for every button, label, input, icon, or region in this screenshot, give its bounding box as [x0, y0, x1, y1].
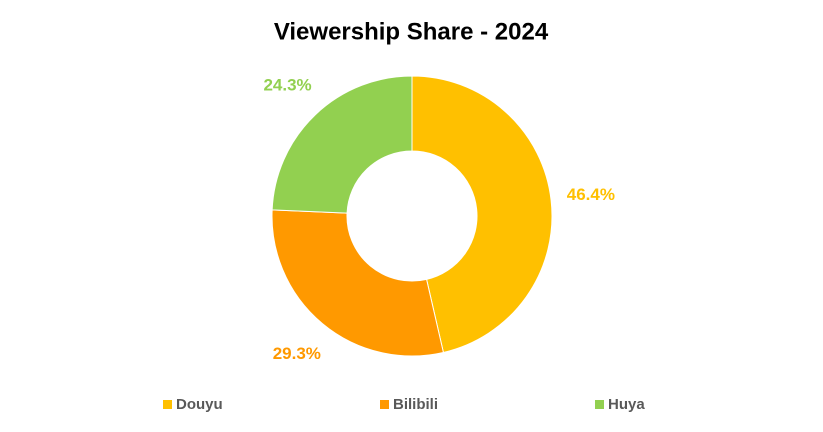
legend-label: Bilibili: [393, 396, 438, 413]
value-label: 29.3%: [273, 344, 321, 363]
donut-slice: [411, 75, 553, 354]
value-label: 46.4%: [567, 185, 615, 204]
donut-slice: [271, 209, 444, 357]
chart-title: Viewership Share - 2024: [274, 18, 549, 45]
donut-slice: [271, 75, 413, 214]
legend-label: Huya: [608, 396, 645, 413]
legend-label: Douyu: [176, 396, 223, 413]
legend-swatch: [163, 400, 172, 409]
value-label: 24.3%: [263, 75, 311, 94]
legend-swatch: [380, 400, 389, 409]
legend-swatch: [595, 400, 604, 409]
